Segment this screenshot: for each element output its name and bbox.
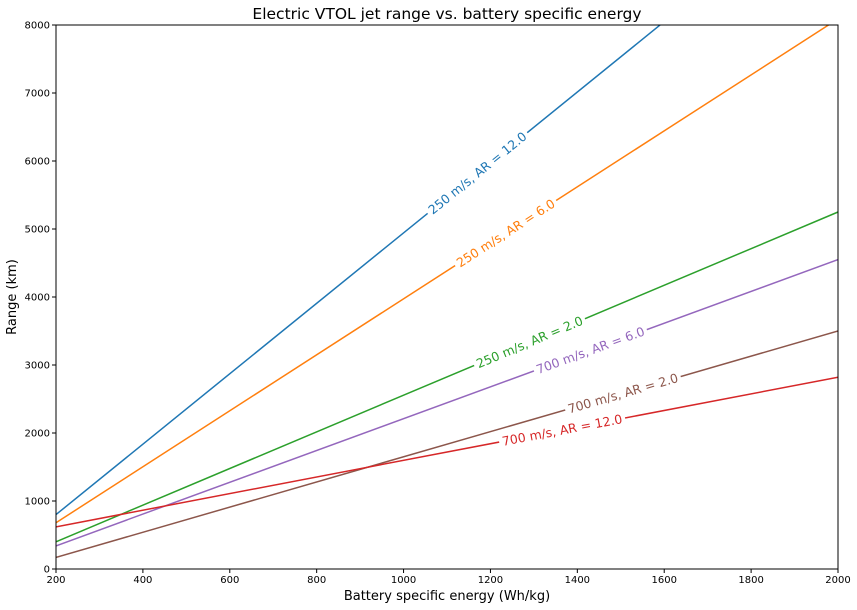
chart-title: Electric VTOL jet range vs. battery spec… <box>252 5 641 23</box>
y-tick-label: 5000 <box>25 225 50 236</box>
x-tick-label: 1200 <box>478 575 503 586</box>
y-tick-label: 4000 <box>25 293 50 304</box>
y-tick-label: 7000 <box>25 89 50 100</box>
y-axis: 0 1000 2000 3000 4000 5000 6000 7000 8000 <box>25 21 56 576</box>
x-tick-label: 600 <box>220 575 239 586</box>
y-tick-label: 3000 <box>25 361 50 372</box>
x-tick-label: 400 <box>133 575 152 586</box>
series-label: 700 m/s, AR = 12.0 <box>501 411 624 449</box>
series-label: 250 m/s, AR = 6.0 <box>454 196 558 270</box>
x-tick-label: 200 <box>46 575 65 586</box>
series-line <box>56 25 662 516</box>
series-label: 250 m/s, AR = 12.0 <box>425 129 529 218</box>
x-tick-label: 1400 <box>565 575 590 586</box>
series-label: 700 m/s, AR = 2.0 <box>566 370 680 416</box>
x-axis-title: Battery specific energy (Wh/kg) <box>344 589 550 604</box>
series-line <box>56 25 830 524</box>
x-axis: 200 400 600 800 1000 1200 1400 1600 1800 2000 <box>46 569 851 586</box>
x-tick-label: 1000 <box>391 575 416 586</box>
x-tick-label: 1600 <box>651 575 676 586</box>
x-tick-label: 2000 <box>825 575 850 586</box>
series-line <box>56 211 838 543</box>
series-line <box>56 258 838 547</box>
x-tick-label: 800 <box>307 575 326 586</box>
plot-frame <box>55 24 839 570</box>
y-tick-label: 6000 <box>25 157 50 168</box>
x-tick-label: 1800 <box>738 575 763 586</box>
series-line <box>56 376 838 528</box>
y-axis-title: Range (km) <box>5 259 20 335</box>
y-tick-label: 2000 <box>25 429 50 440</box>
y-tick-label: 1000 <box>25 497 50 508</box>
series-line <box>56 330 838 559</box>
y-tick-label: 0 <box>44 565 50 576</box>
y-tick-label: 8000 <box>25 21 50 32</box>
